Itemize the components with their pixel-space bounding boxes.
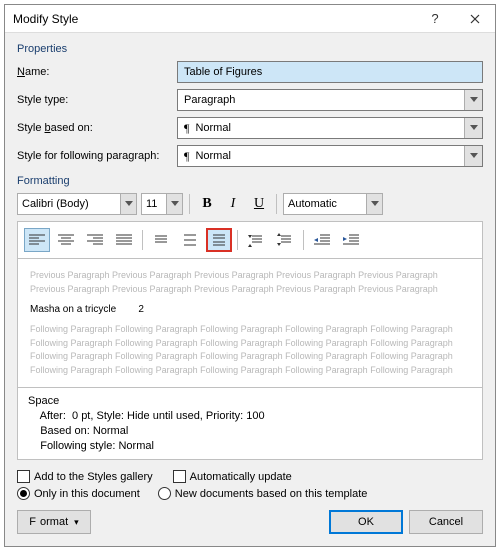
auto-update-checkbox[interactable] [173, 470, 186, 483]
bold-button[interactable]: B [196, 193, 218, 215]
align-justify-button[interactable] [111, 228, 137, 252]
only-this-doc-radio[interactable] [17, 487, 30, 500]
preview-sample-text: Masha on a tricycle 2 [30, 302, 470, 317]
font-toolbar: Calibri (Body) 11 B I U Automatic [17, 193, 483, 215]
preview-follow-text: Following Paragraph Following Paragraph … [30, 323, 470, 377]
only-this-doc-label: Only in this document [34, 488, 140, 500]
font-size-combo[interactable]: 11 [141, 193, 183, 215]
paragraph-toolbar [17, 221, 483, 258]
following-para-label: Style for following paragraph: [17, 150, 177, 162]
name-label: Name: [17, 66, 177, 78]
new-docs-radio[interactable] [158, 487, 171, 500]
add-gallery-label: Add to the Styles gallery [34, 471, 153, 483]
pilcrow-icon: ¶ [184, 121, 189, 136]
align-right-button[interactable] [82, 228, 108, 252]
align-left-button[interactable] [24, 228, 50, 252]
based-on-combo[interactable]: ¶ Normal [177, 117, 483, 139]
space-before-inc-button[interactable] [243, 228, 269, 252]
style-type-combo[interactable]: Paragraph [177, 89, 483, 111]
underline-button[interactable]: U [248, 193, 270, 215]
formatting-heading: Formatting [17, 175, 483, 187]
chevron-down-icon [120, 194, 136, 214]
chevron-down-icon [464, 146, 482, 166]
ok-button[interactable]: OK [329, 510, 403, 534]
new-docs-label: New documents based on this template [175, 488, 368, 500]
spacing-2-button[interactable] [206, 228, 232, 252]
add-gallery-checkbox[interactable] [17, 470, 30, 483]
cancel-button[interactable]: Cancel [409, 510, 483, 534]
chevron-down-icon [464, 118, 482, 138]
style-description: Space After: 0 pt, Style: Hide until use… [17, 388, 483, 460]
help-button[interactable]: ? [415, 5, 455, 33]
pilcrow-icon: ¶ [184, 149, 189, 164]
chevron-down-icon [464, 90, 482, 110]
indent-decrease-button[interactable] [309, 228, 335, 252]
align-center-button[interactable] [53, 228, 79, 252]
indent-increase-button[interactable] [338, 228, 364, 252]
chevron-down-icon [166, 194, 182, 214]
name-input[interactable]: Table of Figures [177, 61, 483, 83]
properties-heading: Properties [17, 43, 483, 55]
italic-button[interactable]: I [222, 193, 244, 215]
format-menu-button[interactable]: Format▾ [17, 510, 91, 534]
based-on-label: Style based on: [17, 122, 177, 134]
close-button[interactable] [455, 5, 495, 33]
auto-update-label: Automatically update [190, 471, 292, 483]
spacing-15-button[interactable] [177, 228, 203, 252]
spacing-1-button[interactable] [148, 228, 174, 252]
style-type-label: Style type: [17, 94, 177, 106]
chevron-down-icon [366, 194, 382, 214]
titlebar: Modify Style ? [5, 5, 495, 33]
font-name-combo[interactable]: Calibri (Body) [17, 193, 137, 215]
following-para-combo[interactable]: ¶ Normal [177, 145, 483, 167]
preview-prev-text: Previous Paragraph Previous Paragraph Pr… [30, 269, 470, 296]
font-color-combo[interactable]: Automatic [283, 193, 383, 215]
modify-style-dialog: Modify Style ? Properties Name: Table of… [4, 4, 496, 547]
preview-pane: Previous Paragraph Previous Paragraph Pr… [17, 258, 483, 388]
space-before-dec-button[interactable] [272, 228, 298, 252]
window-title: Modify Style [13, 12, 415, 26]
